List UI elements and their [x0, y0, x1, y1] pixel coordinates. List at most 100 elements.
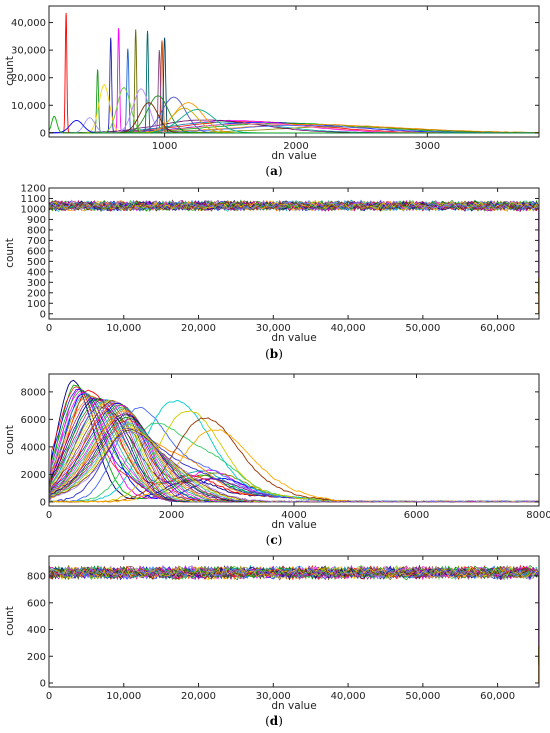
chart-b-xlabel: dn value	[271, 332, 316, 344]
series-line	[49, 200, 539, 314]
series-line	[49, 386, 539, 503]
y-tick-label: 600	[27, 598, 46, 609]
series-line	[49, 88, 539, 134]
series-line	[49, 200, 539, 314]
x-tick-label: 3000	[415, 141, 440, 152]
series-line	[49, 199, 539, 296]
series-line	[49, 199, 539, 314]
series-line	[49, 200, 539, 278]
series-line	[49, 401, 539, 503]
series-line	[49, 399, 539, 503]
series-line	[49, 565, 539, 665]
series-line	[49, 37, 539, 134]
series-line	[49, 389, 539, 503]
x-tick-label: 50,000	[405, 691, 440, 702]
y-tick-label: 200	[27, 288, 46, 299]
series-line	[49, 48, 539, 134]
chart-d-ylabel: count	[4, 606, 16, 636]
chart-c-caption: (c)	[266, 533, 283, 547]
series-line	[49, 200, 539, 314]
series-line	[49, 200, 539, 278]
series-line	[49, 384, 539, 503]
chart-b-ticks: 0 10,000 20,000 30,000 40,000 50,000 60,000010…	[21, 184, 539, 334]
chart-d-caption: (d)	[265, 714, 283, 728]
series-line	[49, 200, 539, 314]
y-tick-label: 1200	[21, 184, 46, 195]
chart-a-ylabel: count	[4, 56, 16, 86]
y-tick-label: 400	[27, 625, 46, 636]
series-line	[49, 199, 539, 242]
series-line	[49, 30, 539, 134]
series-line	[49, 564, 539, 683]
series-line	[49, 565, 539, 647]
series-line	[49, 200, 539, 278]
x-tick-label: 8000	[526, 510, 550, 521]
y-tick-label: 300	[27, 278, 46, 289]
x-tick-label: 40,000	[331, 323, 366, 334]
series-line	[49, 37, 539, 134]
series-line	[49, 199, 539, 296]
panel-b: 0 10,000 20,000 30,000 40,000 50,000 60,000010…	[4, 184, 540, 361]
x-tick-label: 20,000	[181, 323, 216, 334]
series-line	[49, 200, 539, 278]
y-tick-label: 4000	[21, 442, 46, 453]
series-line	[49, 564, 539, 665]
series-line	[49, 86, 539, 134]
x-tick-label: 30,000	[256, 691, 291, 702]
y-tick-label: 6000	[21, 415, 46, 426]
series-line	[49, 566, 539, 683]
chart-a-caption: (a)	[265, 164, 282, 178]
chart-a-plot-area	[49, 12, 539, 134]
series-line	[49, 12, 539, 134]
chart-a-ticks: 1000 2000 3000 0 10,000 20,000 30,000 40,000	[11, 6, 539, 152]
y-tick-label: 20,000	[11, 73, 46, 84]
x-tick-label: 10,000	[106, 691, 141, 702]
series-line	[49, 565, 539, 665]
series-line	[49, 200, 539, 278]
series-line	[49, 200, 539, 278]
x-tick-label: 30,000	[256, 323, 291, 334]
series-line	[49, 200, 539, 314]
chart-c-ticks: 0 2000 4000 6000 8000 0 2000 4000 6000 8000	[21, 374, 550, 521]
y-tick-label: 2000	[21, 470, 46, 481]
series-line	[49, 199, 539, 278]
series-line	[49, 565, 539, 683]
y-tick-label: 200	[27, 652, 46, 663]
y-tick-label: 900	[27, 215, 46, 226]
x-tick-label: 4000	[281, 510, 306, 521]
series-line	[49, 399, 539, 503]
y-tick-label: 100	[27, 299, 46, 310]
series-line	[49, 40, 539, 134]
y-tick-label: 500	[27, 257, 46, 268]
chart-a-frame	[48, 5, 540, 138]
series-line	[49, 199, 539, 296]
y-tick-label: 0	[40, 309, 46, 320]
series-line	[49, 565, 539, 683]
chart-d-frame	[48, 555, 540, 688]
y-tick-label: 400	[27, 267, 46, 278]
series-line	[49, 395, 539, 503]
panel-a: 1000 2000 3000 0 10,000 20,000 30,000 40,000 co…	[4, 5, 540, 178]
chart-d-xlabel: dn value	[271, 700, 316, 712]
x-tick-label: 0	[46, 323, 52, 334]
series-line	[49, 564, 539, 683]
y-tick-label: 8000	[21, 387, 46, 398]
x-tick-label: 2000	[159, 510, 184, 521]
series-line	[49, 431, 539, 503]
x-tick-label: 10,000	[106, 323, 141, 334]
series-line	[49, 410, 539, 503]
x-tick-label: 1000	[152, 141, 177, 152]
y-tick-label: 800	[27, 225, 46, 236]
series-line	[49, 566, 539, 683]
x-tick-label: 20,000	[181, 691, 216, 702]
series-line	[49, 564, 539, 683]
series-line	[49, 565, 539, 665]
x-tick-label: 0	[46, 510, 52, 521]
series-line	[49, 565, 539, 665]
series-line	[49, 201, 539, 296]
y-tick-label: 0	[40, 497, 46, 508]
chart-c-plot-area	[49, 379, 539, 503]
y-tick-label: 600	[27, 246, 46, 257]
x-tick-label: 2000	[283, 141, 308, 152]
